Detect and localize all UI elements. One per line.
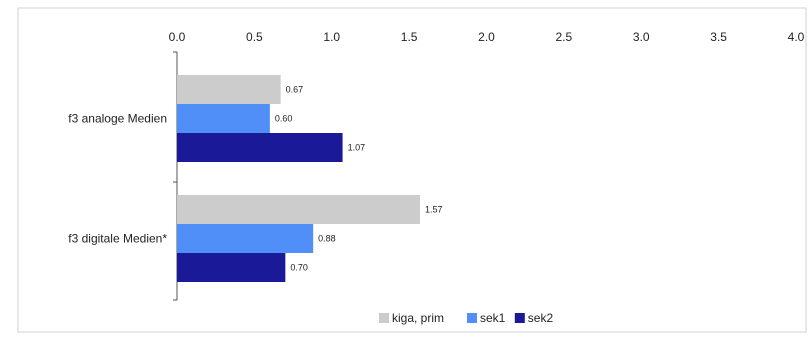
bar-kiga-prim: [177, 75, 281, 104]
x-tick-label: 0.0: [169, 30, 186, 44]
bar-sek1: [177, 104, 270, 133]
x-tick-label: 4.0: [788, 30, 805, 44]
data-label: 1.57: [425, 205, 443, 215]
data-label: 1.07: [348, 143, 366, 153]
x-tick-label: 3.0: [633, 30, 650, 44]
legend-label: sek1: [480, 311, 506, 325]
x-tick-label: 1.5: [401, 30, 418, 44]
x-tick-label: 3.5: [710, 30, 727, 44]
x-tick-label: 2.0: [478, 30, 495, 44]
bar-sek2: [177, 253, 286, 282]
x-tick-label: 1.0: [323, 30, 340, 44]
category-label: f3 analoge Medien: [68, 112, 167, 126]
data-label: 0.88: [318, 234, 336, 244]
data-label: 0.60: [275, 114, 293, 124]
legend: kiga, prim sek1 sek2: [379, 311, 553, 325]
x-tick-label: 2.5: [556, 30, 573, 44]
legend-label: kiga, prim: [392, 311, 444, 325]
data-label: 0.67: [286, 85, 304, 95]
x-tick-label: 0.5: [246, 30, 263, 44]
category-label: f3 digitale Medien*: [68, 232, 167, 246]
legend-swatch: [467, 313, 477, 323]
data-label: 0.70: [290, 263, 308, 273]
legend-label: sek2: [528, 311, 554, 325]
bar-sek1: [177, 224, 314, 253]
bar-sek2: [177, 133, 343, 162]
chart-border: [17, 7, 807, 333]
bar-kiga-prim: [177, 195, 420, 224]
legend-swatch: [379, 313, 389, 323]
legend-swatch: [514, 313, 525, 323]
plot-area: 0.0 0.5 1.0 1.5 2.0 2.5 3.0 3.5 4.0 0.67 0.60 1.07 f…: [68, 30, 805, 301]
